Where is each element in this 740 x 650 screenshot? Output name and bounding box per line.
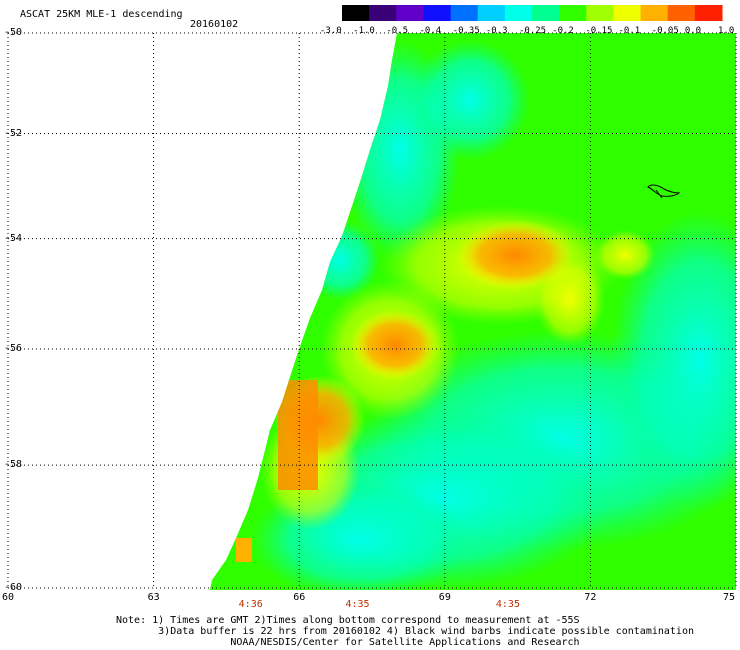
longitude-label: 72: [584, 592, 597, 603]
colorbar-swatch: [667, 5, 696, 21]
map-plot: [7, 32, 737, 590]
measurement-time-label: 4:35: [345, 599, 370, 610]
colorbar-tick-label: -3.0: [320, 26, 342, 36]
colorbar-swatch: [559, 5, 587, 21]
longitude-label: 66: [293, 592, 306, 603]
colorbar-swatch: [342, 5, 370, 21]
colorbar-swatch: [423, 5, 452, 21]
colorbar: [342, 5, 723, 21]
latitude-label: -56: [4, 342, 23, 354]
longitude-label: 63: [147, 592, 160, 603]
colorbar-tick-label: -1.0: [353, 26, 375, 36]
lat-lon-grid: [7, 32, 737, 589]
latitude-label: -58: [4, 459, 23, 471]
contamination-barbs: [647, 184, 681, 199]
latitude-label: -50: [4, 27, 23, 38]
colorbar-swatch: [369, 5, 397, 21]
longitude-label: 69: [438, 592, 451, 603]
colorbar-swatch: [450, 5, 479, 21]
colorbar-swatch: [396, 5, 424, 21]
colorbar-tick-label: -0.2: [552, 26, 574, 36]
colorbar-swatch: [640, 5, 669, 21]
map-date: 20160102: [190, 19, 239, 30]
latitude-label: -60: [4, 582, 23, 593]
longitude-label: 75: [723, 592, 736, 603]
colorbar-swatch: [532, 5, 560, 21]
colorbar-tick-label: -0.4: [419, 26, 442, 36]
colorbar-tick-label: -0.25: [519, 26, 547, 36]
colorbar-swatch: [477, 5, 506, 21]
colorbar-swatch: [613, 5, 642, 21]
note-line-3: NOAA/NESDIS/Center for Satellite Applica…: [230, 637, 580, 648]
colorbar-tick-label: -0.35: [452, 26, 480, 36]
colorbar-tick-label: -0.5: [386, 26, 409, 36]
colorbar-tick-label: -0.3: [485, 26, 508, 36]
colorbar-tick-label: 0.0: [684, 26, 702, 36]
colorbar-tick-label: -0.1: [618, 26, 641, 36]
footnote: Note: 1) Times are GMT 2)Times along bot…: [116, 615, 694, 648]
measurement-time-label: 4:36: [238, 599, 263, 610]
note-line-1: Note: 1) Times are GMT 2)Times along bot…: [116, 615, 580, 626]
colorbar-tick-label: -0.15: [585, 26, 613, 36]
map-title: ASCAT 25KM MLE-1 descending: [20, 9, 183, 20]
colorbar-tick-label: -0.05: [651, 26, 679, 36]
longitude-label: 60: [2, 592, 15, 603]
note-line-2: 3)Data buffer is 22 hrs from 20160102 4)…: [158, 626, 694, 637]
ascat-swath: [210, 33, 736, 590]
colorbar-swatch: [504, 5, 533, 21]
latitude-label: -54: [4, 232, 23, 244]
colorbar-tick-label: 1.0: [718, 26, 735, 36]
latitude-label: -52: [4, 127, 23, 139]
colorbar-swatch: [694, 5, 723, 21]
measurement-time-label: 4:35: [495, 599, 520, 610]
colorbar-swatch: [586, 5, 614, 21]
